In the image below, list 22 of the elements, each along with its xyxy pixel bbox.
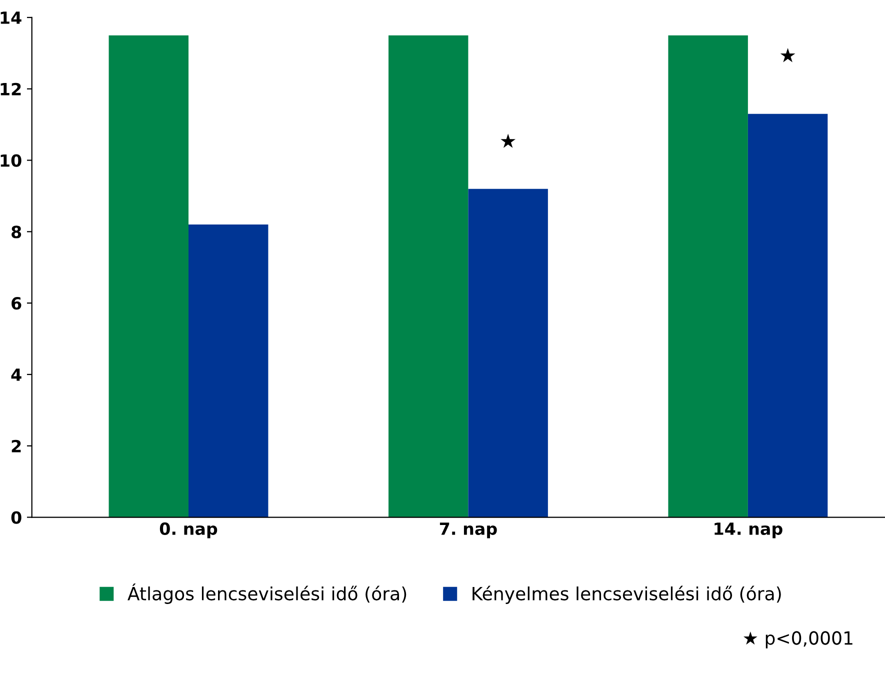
legend-label: Kényelmes lencseviselési idő (óra) xyxy=(472,586,781,604)
bar xyxy=(108,35,188,518)
y-tick-label: 4 xyxy=(11,368,22,381)
text: ★ p<0,0001 xyxy=(744,631,852,648)
x-tick-label: 0. nap xyxy=(160,522,218,538)
bar xyxy=(748,114,828,518)
y-tick-label: 6 xyxy=(12,297,22,310)
bar xyxy=(468,188,548,518)
x-tick-label: 14. nap xyxy=(714,522,782,538)
y-tick-label: 14 xyxy=(0,12,22,24)
annotation: ★ xyxy=(500,134,516,148)
y-tick-label: 12 xyxy=(0,82,21,96)
y-tick-label: 2 xyxy=(12,440,21,452)
bar xyxy=(388,35,468,518)
annotation: ★ xyxy=(780,48,796,62)
y-tick-label: 8 xyxy=(12,226,22,238)
bar xyxy=(188,224,268,518)
y-tick-label: 0 xyxy=(11,511,22,524)
legend-label: Átlagos lencseviselési idő (óra) xyxy=(128,583,406,604)
x-tick-label: 7. nap xyxy=(440,522,497,538)
bar xyxy=(668,35,748,518)
y-tick-label: 10 xyxy=(0,154,22,167)
